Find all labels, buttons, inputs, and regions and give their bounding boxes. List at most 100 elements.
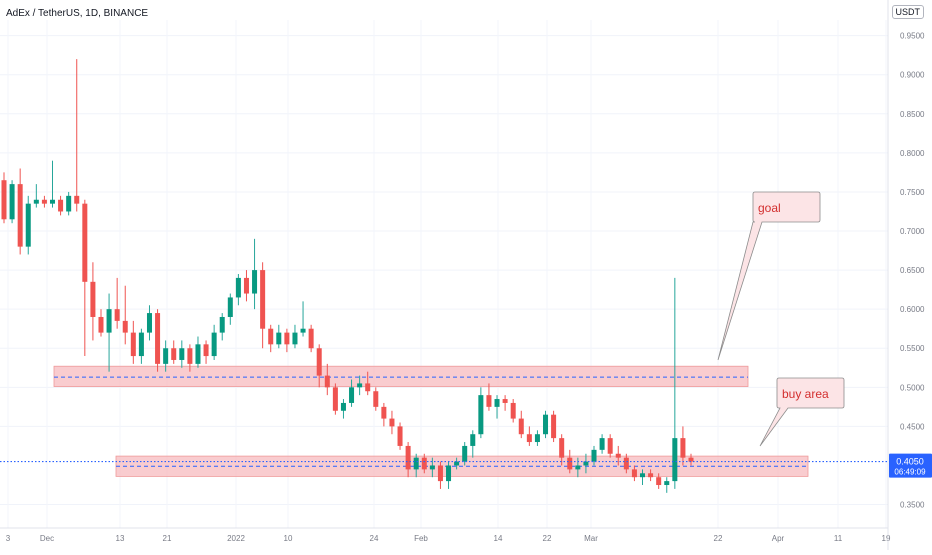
- candle-body: [58, 199, 64, 212]
- candle: [631, 465, 637, 482]
- candle-body: [114, 309, 120, 321]
- candle-body: [462, 445, 468, 462]
- candle-body: [98, 316, 104, 333]
- candle-body: [502, 399, 508, 403]
- candle-body: [49, 199, 55, 204]
- y-tick-label: 0.7500: [900, 188, 925, 197]
- candle: [656, 473, 662, 489]
- candle-body: [680, 438, 686, 458]
- candle: [357, 375, 363, 396]
- candle-body: [454, 461, 460, 466]
- candle: [268, 324, 274, 353]
- buy-area-bubble: [759, 377, 845, 447]
- candle-body: [227, 297, 233, 317]
- candle: [510, 399, 516, 423]
- candle: [49, 160, 55, 208]
- candle: [534, 430, 540, 446]
- x-tick-label: 10: [284, 534, 293, 543]
- candle: [648, 469, 654, 482]
- candle: [543, 410, 549, 439]
- y-tick-label: 0.5000: [900, 383, 925, 392]
- candle: [187, 344, 193, 372]
- candle: [130, 320, 136, 364]
- candle: [664, 477, 670, 493]
- candle-body: [664, 481, 670, 486]
- candle-body: [25, 203, 31, 247]
- candle: [389, 410, 395, 435]
- candle-body: [567, 457, 573, 470]
- candle-body: [284, 332, 290, 345]
- candle: [308, 324, 314, 353]
- candle-body: [413, 457, 419, 470]
- candle: [397, 422, 403, 450]
- candle: [607, 434, 613, 458]
- candle: [494, 395, 500, 419]
- candle: [98, 309, 104, 337]
- candle: [340, 399, 346, 419]
- candle: [235, 274, 241, 306]
- price-label-value: 0.4050: [896, 457, 924, 467]
- x-tick-label: 11: [834, 534, 843, 543]
- candle-body: [656, 477, 662, 486]
- candle: [575, 457, 581, 478]
- candle: [615, 445, 621, 466]
- grid: [0, 20, 888, 528]
- candle: [1, 172, 7, 224]
- candle-body: [591, 449, 597, 462]
- candle-body: [324, 375, 330, 388]
- candle-body: [17, 184, 23, 247]
- x-tick-label: 21: [163, 534, 172, 543]
- candle-body: [252, 270, 258, 294]
- candle-body: [268, 328, 274, 345]
- candle: [25, 195, 31, 255]
- candle: [680, 426, 686, 466]
- candle-body: [405, 445, 411, 470]
- candle-body: [292, 332, 298, 345]
- candle-body: [187, 348, 193, 364]
- candle-body: [470, 434, 476, 446]
- candle-body: [365, 383, 371, 392]
- candle-body: [308, 328, 314, 349]
- candle-body: [349, 387, 355, 403]
- candle: [243, 270, 249, 302]
- candle: [219, 313, 225, 341]
- candle-body: [357, 383, 363, 388]
- candle-body: [41, 199, 47, 204]
- candle-body: [260, 270, 266, 329]
- candle: [292, 324, 298, 349]
- candle-body: [243, 277, 249, 294]
- candle-body: [33, 199, 39, 204]
- candle: [252, 238, 258, 310]
- candle: [672, 277, 678, 489]
- candle-body: [211, 332, 217, 357]
- candle: [9, 180, 15, 224]
- candle-body: [607, 438, 613, 454]
- candle-body: [300, 328, 306, 333]
- candle-body: [332, 387, 338, 411]
- candle-body: [526, 434, 532, 443]
- candle: [82, 199, 88, 357]
- currency-unit[interactable]: USDT: [891, 5, 924, 19]
- candle-body: [478, 395, 484, 435]
- candle: [74, 59, 80, 212]
- candle-body: [640, 473, 646, 478]
- candle: [349, 379, 355, 407]
- candle-body: [543, 414, 549, 435]
- candle: [421, 453, 427, 474]
- candle-body: [583, 461, 589, 466]
- candle-body: [1, 180, 7, 220]
- buy-area-callout: buy area: [759, 377, 845, 447]
- y-tick-label: 0.7000: [900, 227, 925, 236]
- candle-body: [146, 313, 152, 333]
- candle-body: [235, 277, 241, 298]
- candle: [284, 328, 290, 353]
- x-tick-label: Apr: [772, 534, 785, 543]
- candle-body: [534, 434, 540, 443]
- candle-body: [203, 344, 209, 357]
- candle: [486, 383, 492, 411]
- candle: [41, 195, 47, 208]
- candle-body: [446, 465, 452, 482]
- candle: [470, 430, 476, 458]
